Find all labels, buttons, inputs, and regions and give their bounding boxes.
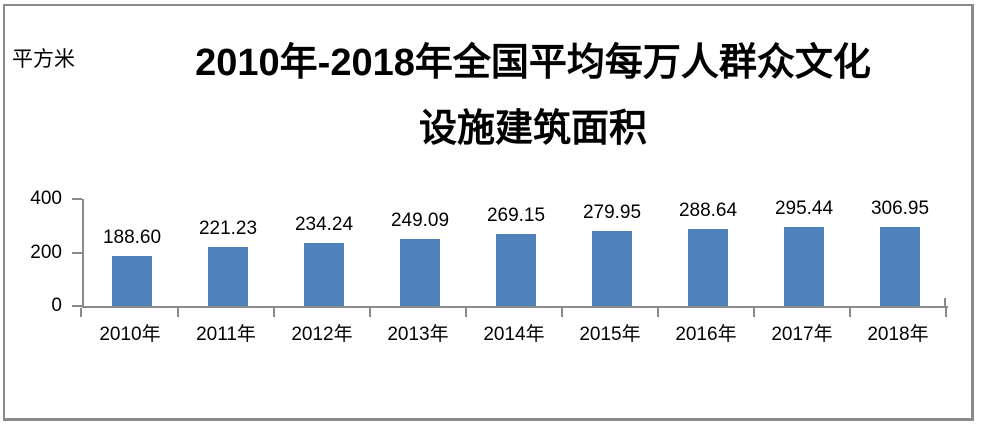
x-axis-right-edge-tick: [944, 298, 946, 306]
x-tick-label: 2013年: [387, 324, 449, 345]
bar-slot: 269.15: [468, 199, 564, 306]
bar-slot: 288.64: [660, 199, 756, 306]
bar-slot: 306.95: [852, 199, 948, 306]
x-axis-tick: [465, 308, 467, 317]
x-tick-label: 2017年: [771, 324, 833, 345]
bar: [304, 243, 344, 306]
y-axis-tick: [72, 305, 82, 307]
plot-area: 188.60 221.23 234.24 249.09 269.15 279.95 288.…: [82, 199, 948, 308]
bar-value-label: 288.64: [678, 200, 738, 221]
bar-value-label: 188.60: [102, 227, 162, 248]
bar: [688, 229, 728, 306]
x-tick-label: 2018年: [867, 324, 929, 345]
bar: [496, 234, 536, 306]
bar: [592, 231, 632, 306]
bar: [400, 239, 440, 306]
y-axis-tick: [72, 198, 82, 200]
bar-value-label: 269.15: [486, 205, 546, 226]
bar: [208, 247, 248, 306]
x-axis-tick: [177, 308, 179, 317]
x-axis-tick: [561, 308, 563, 317]
x-axis-tick: [945, 308, 947, 317]
bar-value-label: 234.24: [294, 214, 354, 235]
y-tick-label: 200: [30, 241, 62, 263]
x-tick-label: 2010年: [99, 324, 161, 345]
x-axis-tick: [657, 308, 659, 317]
bar-slot: 249.09: [372, 199, 468, 306]
x-axis-labels: 2010年 2011年 2012年 2013年 2014年 2015年 2016年 2017年…: [82, 324, 946, 346]
x-axis-tick: [753, 308, 755, 317]
bar: [880, 227, 920, 306]
bar-value-label: 249.09: [390, 210, 450, 231]
chart-title-line1: 2010年-2018年全国平均每万人群众文化: [195, 42, 871, 84]
y-tick-label: 0: [51, 295, 62, 316]
x-axis-tick: [80, 308, 82, 317]
bar-slot: 221.23: [180, 199, 276, 306]
x-axis-tick: [849, 308, 851, 317]
x-tick-label: 2015年: [579, 324, 641, 345]
y-axis-tick: [72, 251, 82, 254]
y-axis-unit-label: 平方米: [12, 48, 75, 71]
chart-title: 2010年-2018年全国平均每万人群众文化 设施建筑面积: [100, 30, 966, 162]
chart-title-line2: 设施建筑面积: [418, 108, 647, 150]
bar-value-label: 295.44: [774, 198, 834, 219]
bar: [784, 227, 824, 306]
bar: [112, 256, 152, 306]
bar-slot: 188.60: [84, 199, 180, 306]
bar-value-label: 221.23: [198, 218, 258, 239]
bar-slot: 295.44: [756, 199, 852, 306]
x-tick-label: 2016年: [675, 324, 737, 345]
x-axis-tick: [369, 308, 371, 317]
bar-value-label: 306.95: [870, 198, 930, 219]
bar-slot: 279.95: [564, 199, 660, 306]
bar-slot: 234.24: [276, 199, 372, 306]
bar-value-label: 279.95: [582, 202, 642, 223]
x-tick-label: 2011年: [196, 324, 256, 345]
x-tick-label: 2012年: [291, 324, 353, 345]
x-axis-tick: [273, 308, 275, 317]
x-tick-label: 2014年: [483, 324, 545, 345]
y-tick-label: 400: [30, 188, 62, 209]
